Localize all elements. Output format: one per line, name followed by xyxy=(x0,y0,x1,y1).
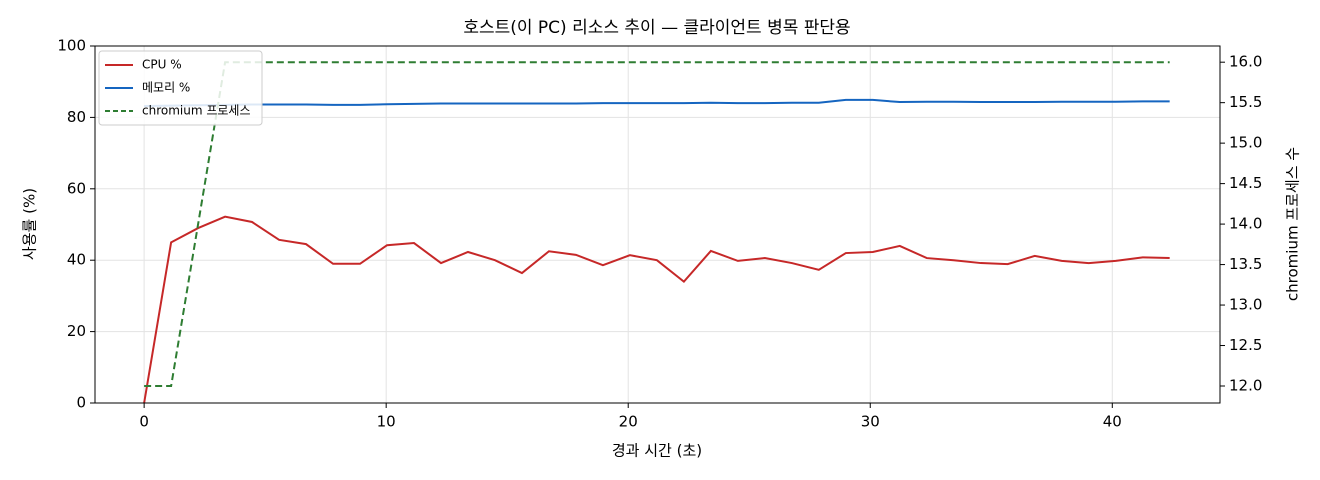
y2-tick-label: 13.5 xyxy=(1229,255,1262,273)
x-tick-label: 20 xyxy=(619,413,638,431)
data-line xyxy=(143,215,1170,404)
y2-tick-label: 16.0 xyxy=(1229,53,1262,71)
y-tick-label: 20 xyxy=(67,322,86,340)
x-tick-label: 0 xyxy=(139,413,149,431)
legend: CPU % 메모리 % chromium 프로세스 xyxy=(98,50,263,126)
data-line xyxy=(144,61,1170,387)
x-axis-label: 경과 시간 (초) xyxy=(612,442,702,460)
y-tick-label: 100 xyxy=(57,37,86,55)
legend-label: CPU % xyxy=(142,58,182,72)
data-line xyxy=(144,98,1170,107)
y-axis-label: 사용률 (%) xyxy=(21,188,39,260)
y2-tick-label: 12.5 xyxy=(1229,336,1262,354)
y-tick-label: 60 xyxy=(67,179,86,197)
y2-tick-label: 12.0 xyxy=(1229,377,1262,395)
y2-axis-label: chromium 프로세스 수 xyxy=(1284,147,1302,301)
legend-label: 메모리 % xyxy=(142,81,190,95)
y-tick-label: 0 xyxy=(76,394,86,412)
x-tick-label: 30 xyxy=(861,413,880,431)
plot-frame xyxy=(94,45,1221,404)
y-tick-label: 80 xyxy=(67,108,86,126)
x-tick-label: 10 xyxy=(377,413,396,431)
y-tick-label: 40 xyxy=(67,251,86,269)
legend-box xyxy=(98,50,263,126)
chart-title: 호스트(이 PC) 리소스 추이 — 클라이언트 병목 판단용 xyxy=(463,18,850,38)
y2-tick-label: 15.0 xyxy=(1229,134,1262,152)
legend-label: chromium 프로세스 xyxy=(142,104,251,118)
x-tick-label: 40 xyxy=(1103,413,1122,431)
y2-tick-label: 14.5 xyxy=(1229,174,1262,192)
y2-tick-label: 13.0 xyxy=(1229,296,1262,314)
y2-tick-label: 14.0 xyxy=(1229,215,1262,233)
y2-tick-label: 15.5 xyxy=(1229,93,1262,111)
